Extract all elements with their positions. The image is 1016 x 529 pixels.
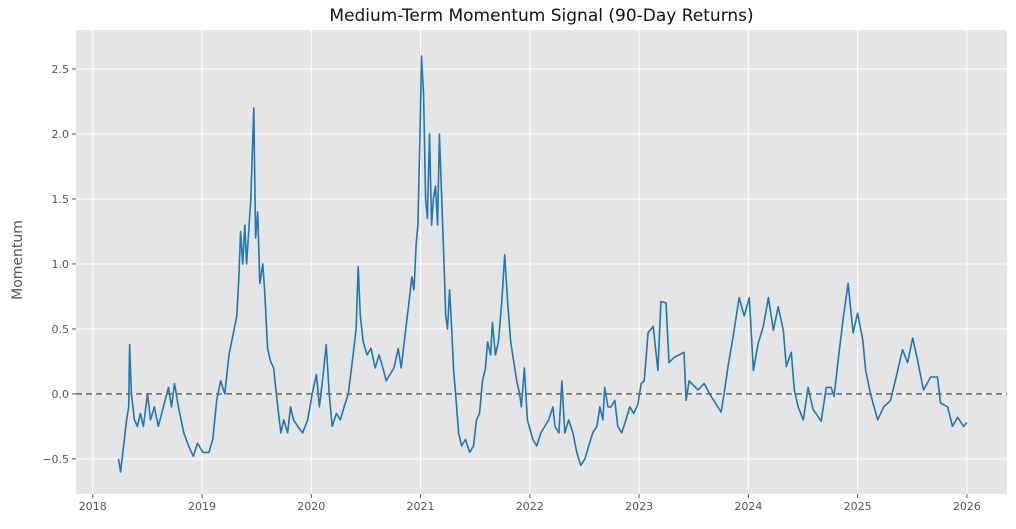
x-tick-label: 2022: [516, 500, 544, 513]
x-tick-label: 2021: [407, 500, 435, 513]
x-tick-label: 2023: [625, 500, 653, 513]
y-tick-label: 0.0: [52, 388, 70, 401]
y-tick-label: 1.0: [52, 258, 70, 271]
momentum-series-line: [117, 55, 968, 473]
x-tick-label: 2024: [734, 500, 762, 513]
x-tick-label: 2026: [953, 500, 981, 513]
x-tick-label: 2018: [79, 500, 107, 513]
x-tick-label: 2020: [297, 500, 325, 513]
chart-title: Medium-Term Momentum Signal (90-Day Retu…: [329, 6, 754, 26]
y-tick-label: 1.5: [52, 193, 70, 206]
y-tick-label: 2.0: [52, 128, 70, 141]
plot-area: [76, 30, 1007, 494]
y-tick-label: 0.5: [52, 323, 70, 336]
y-tick-label: −0.5: [42, 453, 69, 466]
y-tick-label: 2.5: [52, 63, 70, 76]
x-tick-label: 2025: [844, 500, 872, 513]
x-tick-label: 2019: [188, 500, 216, 513]
